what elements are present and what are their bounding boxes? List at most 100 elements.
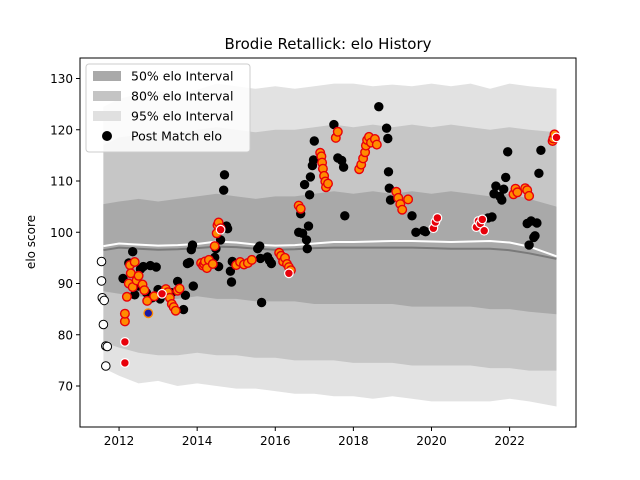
loss-point (119, 358, 130, 368)
win-point (174, 283, 185, 294)
post-match-point (340, 211, 350, 221)
loss-point (432, 212, 443, 223)
post-match-point (301, 235, 312, 245)
win-point (512, 187, 523, 198)
win-point (119, 308, 130, 319)
legend-box (85, 63, 251, 153)
pre-debut-point (99, 295, 109, 306)
y-tick-label: 90 (58, 277, 73, 291)
win-point (332, 126, 343, 137)
post-match-point (225, 266, 236, 276)
win-point (403, 194, 414, 205)
post-match-point (151, 262, 161, 272)
x-tick-label: 2016 (260, 434, 291, 448)
x-tick-label: 2012 (104, 434, 135, 448)
post-match-point (184, 257, 195, 268)
mean-line (103, 239, 557, 258)
post-match-point (304, 190, 315, 200)
post-match-point (180, 290, 191, 301)
pre-debut-point (102, 341, 113, 352)
loss-point (215, 224, 226, 235)
axes-frame (79, 57, 577, 428)
median-line (103, 245, 557, 260)
y-tick-label: 120 (50, 123, 73, 137)
post-match-point (255, 241, 265, 251)
legend-label: 80% elo Interval (131, 89, 233, 104)
legend-label: 50% elo Interval (131, 69, 233, 84)
post-match-point (487, 212, 497, 222)
post-match-point (501, 172, 511, 183)
legend-swatch (93, 91, 121, 101)
post-match-point (218, 185, 229, 195)
post-match-point (127, 246, 138, 257)
win-point (209, 241, 220, 252)
loss-point (477, 214, 488, 225)
win-point (246, 254, 257, 265)
post-match-point (536, 145, 546, 156)
y-tick-label: 110 (50, 175, 73, 189)
post-match-point (219, 170, 230, 180)
legend-label: 95% elo Interval (131, 109, 233, 124)
highlight-point (143, 308, 154, 319)
post-match-point (374, 101, 384, 112)
post-match-point (266, 258, 277, 269)
legend: 50% elo Interval 80% elo Interval 95% elo … (85, 63, 251, 153)
win-point (323, 178, 334, 189)
legend-swatch (93, 71, 121, 81)
post-match-point (256, 297, 267, 308)
post-match-point (407, 211, 417, 221)
post-match-point (530, 231, 540, 241)
post-match-point (226, 277, 237, 287)
loss-point (479, 225, 490, 236)
post-match-point (308, 155, 319, 165)
legend-marker (102, 131, 112, 141)
win-point (133, 270, 144, 281)
loss-point (157, 288, 167, 299)
x-axis: 2012 2014 2016 2018 2020 2022 (104, 427, 525, 448)
loss-point (551, 132, 562, 143)
post-match-point (303, 221, 314, 231)
post-match-point (188, 281, 199, 291)
post-match-point (299, 179, 310, 190)
chart-title: Brodie Retallick: elo History (224, 35, 431, 53)
win-point (121, 291, 132, 302)
y-tick-label: 130 (50, 72, 73, 86)
x-tick-label: 2018 (338, 434, 369, 448)
loss-point (284, 268, 294, 279)
x-tick-label: 2020 (416, 434, 447, 448)
pre-debut-point (96, 256, 107, 267)
y-tick-label: 100 (50, 226, 73, 240)
post-match-point (524, 240, 534, 250)
post-match-point (532, 218, 542, 228)
y-tick-label: 70 (58, 380, 73, 394)
post-match-point (411, 227, 421, 238)
win-point (139, 285, 150, 296)
win-point (371, 139, 382, 150)
post-match-point (383, 167, 394, 177)
post-match-point (381, 123, 392, 133)
win-point (142, 295, 153, 306)
post-match-point (383, 133, 393, 144)
post-match-point (503, 147, 513, 157)
post-match-point (305, 172, 316, 182)
post-match-point (302, 243, 313, 254)
win-point (524, 190, 535, 201)
pre-debut-point (98, 319, 109, 330)
pre-debut-point (101, 361, 111, 371)
pre-debut-point (96, 276, 107, 286)
post-match-point (491, 181, 501, 191)
y-axis: 70 80 90 100 110 120 130 (50, 72, 80, 394)
x-tick-label: 2014 (182, 434, 213, 448)
plot-area (96, 83, 562, 407)
y-axis-label: elo score (24, 215, 38, 269)
post-match-point (338, 162, 349, 172)
win-point (129, 257, 140, 268)
legend-label: Post Match elo (131, 129, 222, 144)
post-match-point (420, 226, 431, 237)
win-point (295, 203, 306, 214)
y-tick-label: 80 (58, 328, 73, 342)
post-match-point (309, 136, 320, 146)
loss-point (119, 337, 130, 347)
post-match-point (187, 240, 198, 250)
